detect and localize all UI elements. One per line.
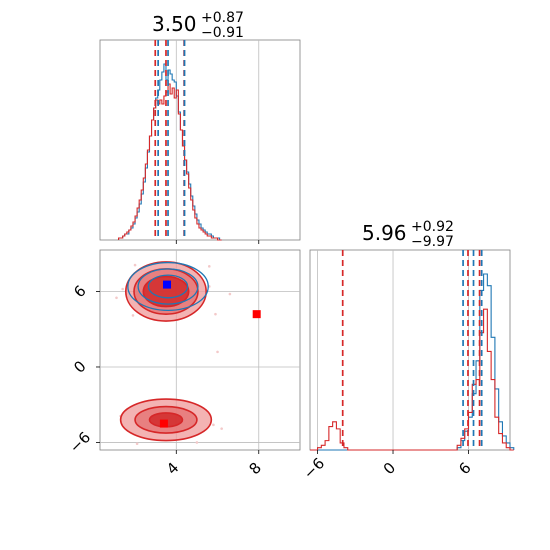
p2-title-plus: +0.92 — [411, 219, 454, 235]
p2-histograms — [310, 250, 515, 451]
p1-title-plus: +0.87 — [201, 10, 244, 26]
joint-ytick-label: 6 — [70, 282, 89, 301]
joint-ytick-label: 0 — [70, 357, 89, 376]
p1-grid — [175, 40, 260, 240]
p2-xtick-label: 6 — [455, 459, 474, 478]
scatter-point — [115, 296, 118, 300]
truth-markers — [159, 280, 261, 428]
scatter-point — [216, 350, 219, 354]
p2-grid — [317, 250, 469, 450]
joint-axes — [99, 249, 301, 451]
truth-marker — [252, 310, 261, 319]
joint-ytick-label: −6 — [66, 428, 94, 456]
p2-title-median: 5.96 — [362, 221, 407, 245]
scatter-point — [212, 423, 215, 427]
contour-blue — [137, 268, 199, 305]
p1-hist-red — [118, 83, 222, 241]
ticks — [96, 240, 469, 454]
scatter-point — [207, 265, 211, 268]
contour-blue — [127, 261, 209, 312]
p2-xtick-label: 0 — [380, 459, 399, 478]
p1-title-median: 3.50 — [152, 12, 197, 36]
scatter-point — [135, 442, 139, 446]
scatter-point — [121, 287, 124, 291]
p1-title: 3.50 +0.87 −0.91 — [152, 10, 244, 41]
p2-hist-blue — [310, 273, 515, 451]
tick-labels: 4 8 6 0 −6 −6 0 6 — [66, 282, 475, 483]
scatter-point — [133, 263, 137, 267]
p2-hist-red — [310, 308, 514, 451]
contours — [119, 261, 213, 442]
scatter-point — [131, 314, 135, 317]
joint-xtick-label: 8 — [245, 459, 264, 478]
p2-xtick-label: −6 — [300, 454, 328, 482]
joint-xtick-label: 4 — [163, 459, 182, 478]
p1-histogram-axes — [99, 39, 301, 241]
scatter-point — [220, 427, 223, 430]
truth-marker — [163, 280, 172, 289]
scatter-point — [214, 312, 217, 316]
truth-marker — [159, 419, 168, 428]
scatter-point — [195, 441, 199, 444]
p2-title: 5.96 +0.92 −9.97 — [362, 219, 454, 250]
p1-histograms — [118, 40, 222, 241]
contour-blue — [147, 274, 189, 299]
contour-red-upper — [142, 275, 190, 308]
p2-title-minus: −9.97 — [411, 234, 454, 250]
scatter-point — [228, 292, 232, 296]
p1-title-minus: −0.91 — [201, 25, 244, 41]
scatter-points — [115, 263, 232, 446]
